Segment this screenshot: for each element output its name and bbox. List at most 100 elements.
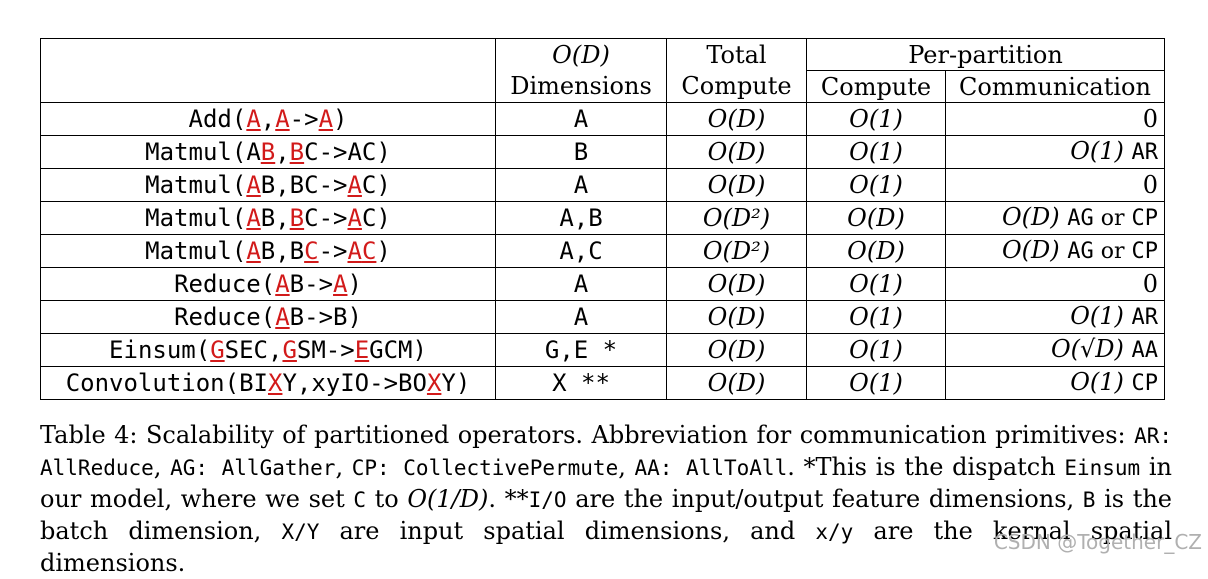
dims-cell: A,C (495, 234, 667, 268)
communication-cost: O(D) (1001, 236, 1060, 264)
partitioned-dim: B (289, 204, 305, 232)
table-row: Matmul(AB,BC->AC) A,B O(D²) O(D) O(D) AG or … (40, 201, 1166, 235)
header-total-line2: Compute (666, 70, 807, 103)
total-compute-cell: O(D) (666, 168, 807, 202)
operator-cell: Matmul(AB,BC->AC) (40, 168, 496, 202)
total-compute-cell: O(D) (666, 135, 807, 169)
communication-cost: O(D) (1001, 203, 1060, 231)
table-body: Add(A,A->A) A O(D) O(1) 0 Matmul(AB,BC->AC) B O… (40, 102, 1166, 400)
communication-primitive: 0 (1142, 270, 1159, 298)
communication-primitive: 0 (1142, 105, 1159, 133)
header-communication: Communication (944, 70, 1166, 103)
caption-code: Einsum (1064, 456, 1141, 480)
communication-cell: O(1) AR (944, 135, 1166, 169)
operator-text: B-> (289, 270, 334, 298)
header-operator-cell (40, 38, 496, 103)
caption-text: . *This is the dispatch (787, 453, 1065, 481)
table-row: Reduce(AB->A) A O(D) O(1) 0 (40, 267, 1166, 301)
caption-text: , (335, 453, 352, 481)
partitioned-dim: A (246, 105, 261, 133)
operator-text: C->AC) (304, 138, 391, 166)
dims-cell: A (495, 168, 667, 202)
operator-cell: Add(A,A->A) (40, 102, 496, 136)
total-compute-cell: O(D) (666, 300, 807, 334)
partitioned-dim: E (354, 336, 370, 364)
total-compute-cell: O(D) (666, 333, 807, 367)
operator-text: B->B) (289, 303, 362, 331)
operator-text: B,B (260, 237, 305, 265)
per-partition-compute-cell: O(1) (806, 168, 946, 202)
partitioned-dim: A (347, 204, 362, 232)
caption-text: , (618, 453, 635, 481)
total-compute-cell: O(D²) (666, 201, 807, 235)
watermark: CSDN @Together_CZ (993, 530, 1202, 554)
communication-primitive: AG or CP (1067, 206, 1159, 231)
communication-cell: 0 (944, 168, 1166, 202)
per-partition-compute-cell: O(1) (806, 102, 946, 136)
operator-text: , (260, 105, 276, 133)
dims-cell: B (495, 135, 667, 169)
communication-primitive: 0 (1142, 171, 1159, 199)
communication-primitive: AG or CP (1067, 239, 1159, 264)
communication-cost: O(1) (1070, 368, 1124, 396)
dims-cell: X ** (495, 366, 667, 400)
communication-cell: 0 (944, 267, 1166, 301)
operator-text: C) (361, 204, 391, 232)
per-partition-compute-cell: O(1) (806, 135, 946, 169)
communication-primitive: AR (1131, 140, 1159, 165)
operator-text: Matmul( (145, 204, 247, 232)
partitioned-dim: X (426, 369, 442, 397)
dims-cell: A (495, 300, 667, 334)
operator-text: Y) (441, 369, 471, 397)
caption-code: x/y (815, 520, 854, 544)
total-compute-cell: O(D) (666, 102, 807, 136)
operator-text: B, (260, 204, 290, 232)
dims-cell: A,B (495, 201, 667, 235)
caption-code: I/O (528, 488, 567, 512)
communication-cell: O(D) AG or CP (944, 201, 1166, 235)
caption-code: C (353, 488, 367, 512)
partitioned-dim: A (347, 171, 362, 199)
communication-cell: O(√D) AA (944, 333, 1166, 367)
operator-cell: Matmul(AB,BC->AC) (40, 201, 496, 235)
operator-text: B,BC-> (260, 171, 348, 199)
table-row: Matmul(AB,BC->AC) A,C O(D²) O(D) O(D) AG or … (40, 234, 1166, 268)
table-row: Add(A,A->A) A O(D) O(1) 0 (40, 102, 1166, 136)
caption-code: AR: AllReduce (40, 424, 1172, 480)
operator-text: Y,xyIO->BO (282, 369, 427, 397)
operator-cell: Einsum(GSEC,GSM->EGCM) (40, 333, 496, 367)
partitioned-dim: A (275, 105, 290, 133)
caption-code: AA: AllToAll (634, 456, 788, 480)
table-caption: Table 4: Scalability of partitioned oper… (40, 420, 1172, 579)
operator-text: Convolution(BI (65, 369, 268, 397)
partitioned-dim: C (304, 237, 319, 265)
header-dims-line2: Dimensions (495, 70, 667, 103)
operator-text: Einsum( (109, 336, 211, 364)
operator-text: -> (318, 237, 348, 265)
caption-text: in our model, where we set (40, 453, 1172, 513)
communication-primitive: CP (1131, 371, 1159, 396)
dims-cell: A (495, 267, 667, 301)
table-row: Matmul(AB,BC->AC) A O(D) O(1) 0 (40, 168, 1166, 202)
partitioned-dim: B (260, 138, 276, 166)
per-partition-compute-cell: O(1) (806, 300, 946, 334)
communication-primitive: AR (1131, 305, 1159, 330)
partitioned-dim: A (246, 237, 261, 265)
header-dims-line1: O(D) (495, 38, 667, 71)
scalability-table: O(D) Total Per-partition Dimensions Comp… (40, 38, 1166, 400)
total-compute-cell: O(D²) (666, 234, 807, 268)
operator-cell: Matmul(AB,BC->AC) (40, 135, 496, 169)
operator-text: C) (361, 171, 391, 199)
caption-code: B (1082, 488, 1096, 512)
communication-cost: O(1) (1070, 137, 1124, 165)
partitioned-dim: A (246, 171, 261, 199)
dims-cell: G,E * (495, 333, 667, 367)
per-partition-compute-cell: O(1) (806, 267, 946, 301)
total-compute-cell: O(D) (666, 366, 807, 400)
operator-text: C-> (304, 204, 348, 232)
operator-text: ) (376, 237, 391, 265)
header-per-partition: Per-partition (805, 38, 1166, 71)
operator-text: SM-> (296, 336, 355, 364)
caption-text: are input spatial dimensions, and (319, 517, 816, 545)
operator-text: Matmul( (145, 237, 247, 265)
